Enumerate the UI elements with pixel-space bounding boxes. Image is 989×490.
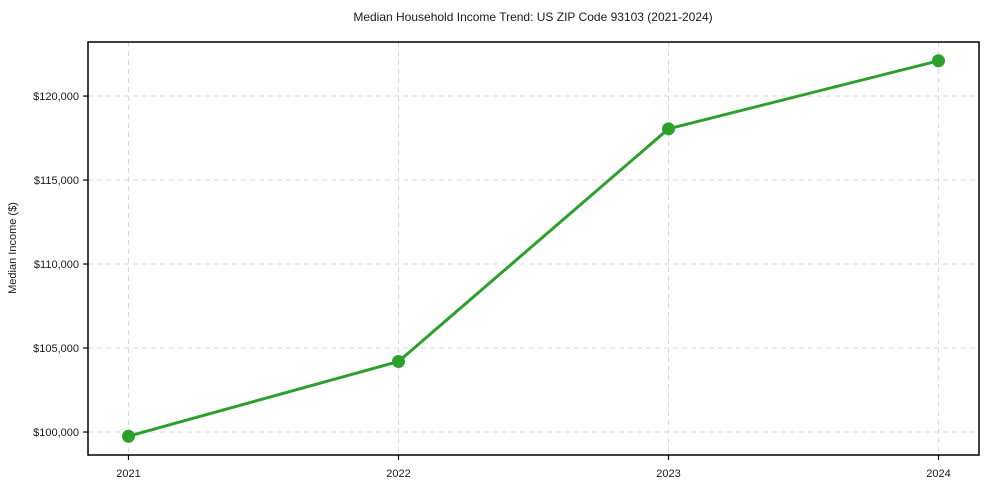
income-trend-line [127, 59, 940, 438]
y-tick-label: $105,000 [33, 343, 79, 355]
x-tick-label: 2024 [926, 468, 950, 480]
data-point-2021 [122, 429, 135, 443]
y-tick-label: $115,000 [34, 175, 79, 187]
y-axis-title: Median Income ($) [7, 202, 19, 294]
x-tick-label: 2021 [116, 468, 140, 480]
x-tick-label: 2022 [386, 468, 410, 480]
y-tick-label: $110,000 [34, 259, 79, 271]
axes-layer [83, 41, 980, 460]
y-tick-label: $120,000 [33, 91, 79, 103]
y-tick-label: $100,000 [33, 427, 79, 439]
tick-label-layer: $100,000 $105,000 $110,000 $115,000 $120,000… [33, 91, 951, 480]
plot-border [87, 41, 980, 456]
data-point-2023 [662, 122, 675, 136]
data-point-2022 [392, 354, 405, 368]
chart-title: Median Household Income Trend: US ZIP Co… [353, 10, 712, 24]
data-point-2024 [932, 54, 945, 68]
series-layer [122, 54, 945, 443]
grid-layer [88, 42, 979, 455]
x-tick-label: 2023 [656, 468, 680, 480]
